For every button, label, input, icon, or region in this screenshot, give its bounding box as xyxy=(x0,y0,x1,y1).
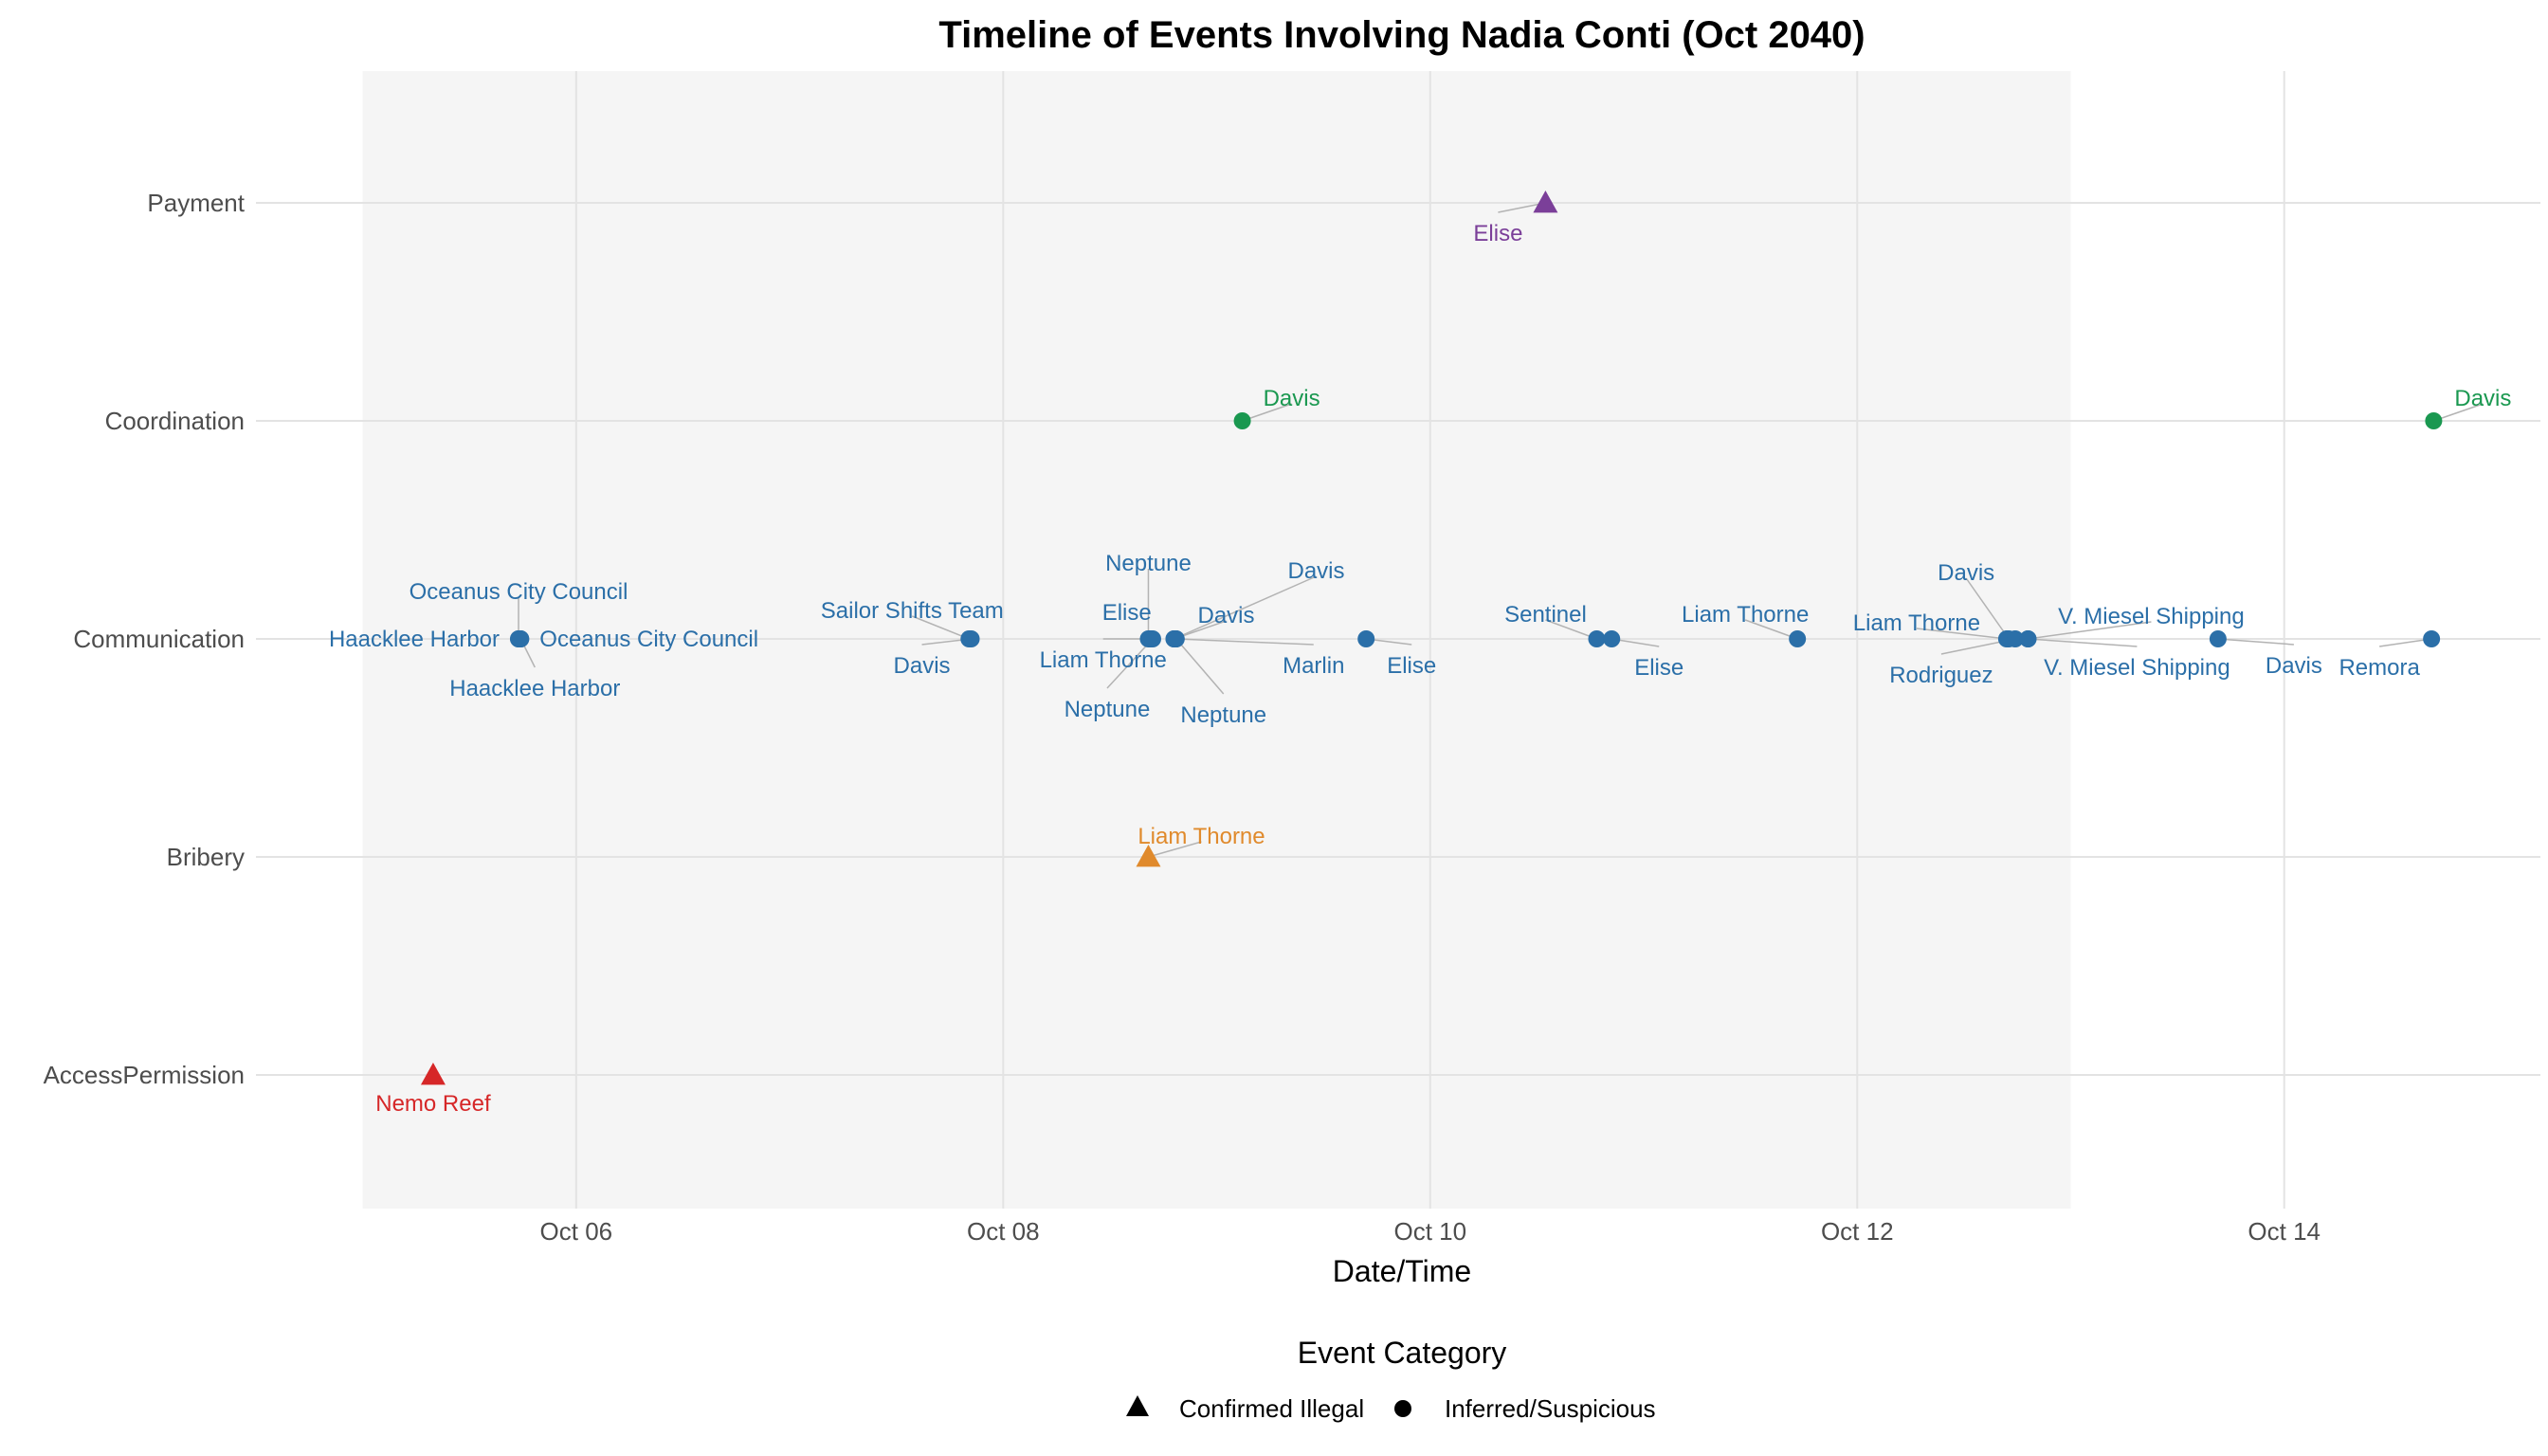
data-label: Davis xyxy=(2266,653,2322,679)
legend-label: Confirmed Illegal xyxy=(1179,1394,1364,1423)
data-label: Liam Thorne xyxy=(1682,602,1809,628)
data-label: Elise xyxy=(1634,655,1684,681)
data-point-circle xyxy=(962,630,980,647)
leader-line xyxy=(1175,638,1225,695)
data-point-circle xyxy=(1789,630,1807,647)
data-point-circle xyxy=(1167,630,1185,647)
data-label: Oceanus City Council xyxy=(410,579,628,605)
y-tick-label: Communication xyxy=(73,625,245,653)
data-point-circle xyxy=(1143,630,1161,647)
data-label: Davis xyxy=(1264,386,1320,411)
data-point-circle xyxy=(2209,630,2227,647)
y-tick-label: Coordination xyxy=(105,407,245,435)
data-points xyxy=(420,191,2443,1085)
data-point-circle xyxy=(1233,412,1251,429)
leader-line xyxy=(1106,638,1154,689)
x-axis-ticks: Oct 06 Oct 08 Oct 10 Oct 12 Oct 14 xyxy=(540,1217,2320,1246)
data-label: Davis xyxy=(1938,560,1994,586)
data-label: V. Miesel Shipping xyxy=(2044,655,2230,681)
y-tick-label: Bribery xyxy=(167,843,245,871)
data-point-triangle xyxy=(1533,191,1558,213)
leader-line xyxy=(1545,619,1597,640)
y-axis-ticks: Payment Coordination Communication Bribery A… xyxy=(44,189,246,1089)
leader-line xyxy=(2028,621,2152,640)
data-point-triangle xyxy=(420,1063,446,1085)
leader-line xyxy=(1744,619,1798,640)
x-tick-label: Oct 06 xyxy=(540,1217,613,1246)
legend-triangle-icon xyxy=(1126,1395,1149,1416)
legend-circle-icon xyxy=(1394,1400,1411,1417)
x-axis-title: Date/Time xyxy=(1333,1254,1471,1288)
data-label: Liam Thorne xyxy=(1040,647,1167,673)
leader-line xyxy=(1242,403,1292,422)
data-label: Liam Thorne xyxy=(1138,824,1265,849)
y-tick-label: AccessPermission xyxy=(44,1061,245,1089)
data-label: Marlin xyxy=(1283,653,1344,679)
x-tick-label: Oct 10 xyxy=(1393,1217,1466,1246)
leader-line xyxy=(1498,202,1546,213)
data-label: Haacklee Harbor xyxy=(449,676,620,701)
data-label: Davis xyxy=(1287,558,1344,584)
data-label: Remora xyxy=(2339,655,2420,681)
data-label: Sentinel xyxy=(1504,602,1587,628)
data-point-circle xyxy=(2425,412,2443,429)
data-label: Haacklee Harbor xyxy=(329,627,500,652)
leader-line xyxy=(912,615,970,640)
data-label: Elise xyxy=(1387,653,1436,679)
data-point-circle xyxy=(2423,630,2441,647)
data-point-circle xyxy=(2019,630,2037,647)
x-tick-label: Oct 14 xyxy=(2248,1217,2320,1246)
x-tick-label: Oct 08 xyxy=(967,1217,1040,1246)
data-label: Nemo Reef xyxy=(375,1091,491,1117)
data-label: Elise xyxy=(1102,600,1152,626)
leader-line xyxy=(2028,638,2138,647)
data-label: Sailor Shifts Team xyxy=(821,598,1004,624)
data-label: Neptune xyxy=(1065,697,1151,722)
legend-label: Inferred/Suspicious xyxy=(1445,1394,1656,1423)
data-point-circle xyxy=(1588,630,1606,647)
chart-title: Timeline of Events Involving Nadia Conti… xyxy=(938,14,1865,56)
data-label: Oceanus City Council xyxy=(539,627,758,652)
legend: Confirmed Illegal Inferred/Suspicious xyxy=(1126,1394,1656,1423)
data-label: Davis xyxy=(2454,386,2511,411)
data-label: Rodriguez xyxy=(1889,663,1993,688)
data-point-circle xyxy=(1357,630,1375,647)
data-labels: Nemo Reef Haacklee Harbor Oceanus City Cou… xyxy=(329,221,2511,1117)
y-tick-label: Payment xyxy=(147,189,245,217)
grid-lines xyxy=(256,71,2540,1209)
leader-line xyxy=(2379,638,2432,647)
leader-line xyxy=(1148,841,1202,858)
leader-line xyxy=(2217,638,2294,646)
leader-line xyxy=(2433,403,2484,422)
legend-title: Event Category xyxy=(1298,1336,1507,1370)
leader-line xyxy=(1916,628,2008,640)
x-tick-label: Oct 12 xyxy=(1821,1217,1894,1246)
data-point-circle xyxy=(512,630,530,647)
data-point-triangle xyxy=(1136,845,1161,867)
leader-line xyxy=(1175,638,1314,646)
leader-line xyxy=(1174,575,1317,640)
leader-line xyxy=(1965,577,2010,640)
data-label: Liam Thorne xyxy=(1853,610,1980,636)
data-label: Elise xyxy=(1473,221,1522,246)
data-label: Neptune xyxy=(1105,551,1192,576)
data-label: Davis xyxy=(894,653,951,679)
data-point-circle xyxy=(1603,630,1621,647)
data-label: Neptune xyxy=(1180,702,1266,728)
label-leader-lines xyxy=(518,202,2484,858)
data-label: Davis xyxy=(1197,603,1254,628)
data-point-circle xyxy=(2006,630,2024,647)
data-label: V. Miesel Shipping xyxy=(2058,604,2245,629)
